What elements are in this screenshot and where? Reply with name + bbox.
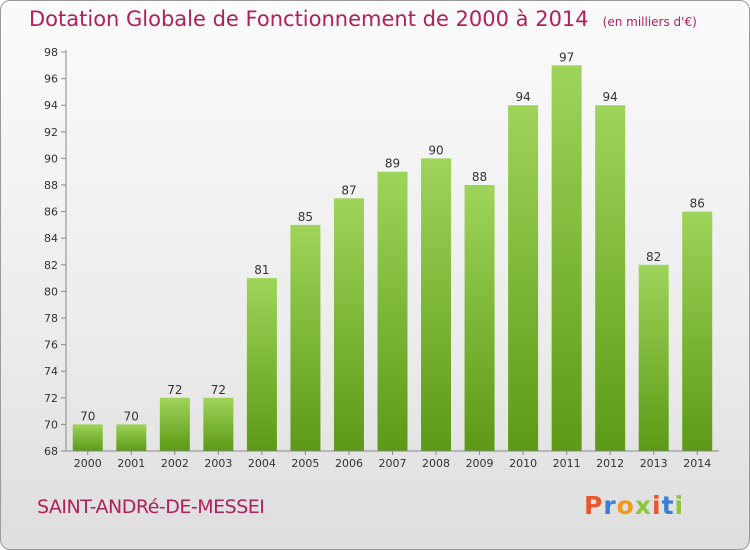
y-tick-label: 70 bbox=[44, 418, 58, 431]
y-tick-label: 76 bbox=[44, 339, 58, 352]
bars: 70 70 72 72 81 85 87 89 90 88 94 97 94 82 86 bbox=[72, 50, 713, 452]
data-label-2012: 94 bbox=[603, 90, 618, 104]
proxiti-logo[interactable]: Proxiti bbox=[584, 491, 684, 520]
x-tick-label-2000: 2000 bbox=[74, 457, 102, 470]
x-tick-label-2003: 2003 bbox=[204, 457, 232, 470]
data-label-2000: 70 bbox=[80, 409, 95, 423]
data-label-2006: 87 bbox=[341, 183, 356, 197]
y-tick-label: 90 bbox=[44, 152, 58, 165]
logo-letter: P bbox=[584, 491, 604, 520]
commune-name: SAINT-ANDRé-DE-MESSEI bbox=[37, 496, 265, 518]
bar-2014 bbox=[682, 211, 713, 451]
y-tick-label: 86 bbox=[44, 206, 58, 219]
x-tick-label-2010: 2010 bbox=[509, 457, 537, 470]
logo-letter: t bbox=[661, 491, 675, 520]
bar-2009 bbox=[464, 185, 495, 451]
data-label-2011: 97 bbox=[559, 50, 574, 64]
bar-2003 bbox=[203, 397, 234, 451]
x-tick-label-2013: 2013 bbox=[640, 457, 668, 470]
x-tick-label-2004: 2004 bbox=[248, 457, 276, 470]
bar-2012 bbox=[595, 105, 626, 451]
data-label-2005: 85 bbox=[298, 210, 313, 224]
y-tick-label: 94 bbox=[44, 99, 58, 112]
unit-note: (en milliers d'€) bbox=[602, 15, 697, 29]
data-label-2013: 82 bbox=[646, 250, 661, 264]
bar-2008 bbox=[421, 158, 452, 451]
bar-2005 bbox=[290, 224, 321, 451]
y-tick-label: 72 bbox=[44, 392, 58, 405]
x-tick-label-2007: 2007 bbox=[379, 457, 407, 470]
bar-2010 bbox=[508, 105, 539, 451]
logo-letter: i bbox=[652, 491, 662, 520]
bar-2002 bbox=[159, 397, 190, 451]
y-tick-label: 84 bbox=[44, 232, 58, 245]
y-tick-label: 78 bbox=[44, 312, 58, 325]
bar-2001 bbox=[116, 424, 147, 451]
logo-letter: i bbox=[674, 491, 685, 520]
x-tick-label-2012: 2012 bbox=[596, 457, 624, 470]
x-tick-label-2002: 2002 bbox=[161, 457, 189, 470]
x-tick-label-2001: 2001 bbox=[117, 457, 145, 470]
x-tick-label-2009: 2009 bbox=[466, 457, 494, 470]
bar-2011 bbox=[551, 65, 582, 452]
data-label-2002: 72 bbox=[167, 383, 182, 397]
logo-letter: x bbox=[634, 491, 652, 520]
y-tick-label: 98 bbox=[44, 46, 58, 59]
y-tick-label: 74 bbox=[44, 365, 58, 378]
x-tick-label-2011: 2011 bbox=[553, 457, 581, 470]
logo-letter: r bbox=[603, 491, 617, 520]
y-axis: 68 70 72 74 76 78 80 82 84 86 88 90 92 94 96 98 bbox=[44, 46, 67, 458]
logo-letter: o bbox=[616, 491, 635, 520]
bar-2013 bbox=[638, 264, 669, 451]
x-tick-label-2008: 2008 bbox=[422, 457, 450, 470]
bar-2007 bbox=[377, 171, 408, 451]
y-tick-label: 68 bbox=[44, 445, 58, 458]
bar-2006 bbox=[333, 198, 364, 451]
chart-title: Dotation Globale de Fonctionnement de 20… bbox=[29, 7, 697, 31]
bar-2000 bbox=[72, 424, 103, 451]
y-tick-label: 92 bbox=[44, 126, 58, 139]
title-text: Dotation Globale de Fonctionnement de 20… bbox=[29, 7, 589, 31]
y-tick-label: 82 bbox=[44, 259, 58, 272]
data-label-2007: 89 bbox=[385, 157, 400, 171]
y-tick-label: 88 bbox=[44, 179, 58, 192]
data-label-2014: 86 bbox=[690, 197, 705, 211]
bar-2004 bbox=[246, 278, 277, 451]
x-tick-label-2006: 2006 bbox=[335, 457, 363, 470]
x-tick-label-2014: 2014 bbox=[683, 457, 711, 470]
y-tick-label: 80 bbox=[44, 285, 58, 298]
data-label-2004: 81 bbox=[254, 263, 269, 277]
data-label-2001: 70 bbox=[124, 409, 139, 423]
data-label-2008: 90 bbox=[428, 143, 443, 157]
data-label-2009: 88 bbox=[472, 170, 487, 184]
x-tick-label-2005: 2005 bbox=[291, 457, 319, 470]
data-label-2010: 94 bbox=[515, 90, 530, 104]
y-tick-label: 96 bbox=[44, 73, 58, 86]
x-axis: 2000 2001 2002 2003 2004 2005 2006 2007 2008 2009… bbox=[66, 450, 719, 470]
data-label-2003: 72 bbox=[211, 383, 226, 397]
